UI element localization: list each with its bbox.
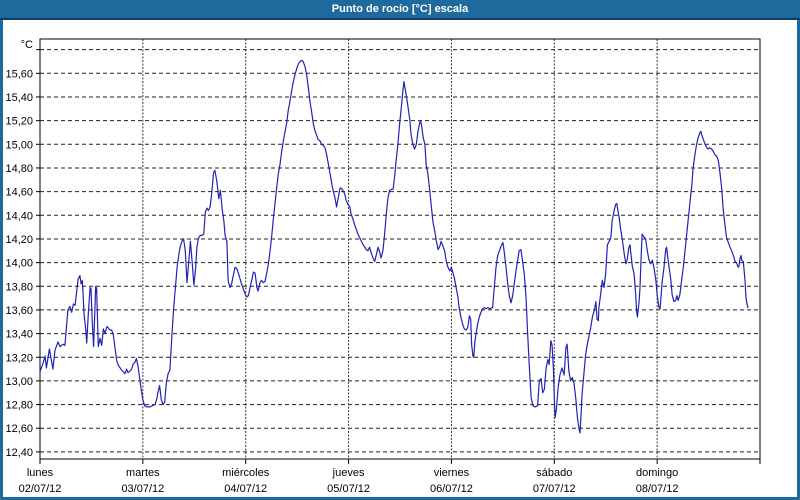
y-axis-label: 15,20 — [5, 116, 33, 128]
y-axis-label: 13,60 — [5, 305, 33, 317]
chart-area: 15,60 15,40 15,20 15,00 14,80 14,60 14,40 14,20… — [3, 20, 797, 497]
x-axis-day-name: martes — [126, 467, 160, 479]
x-axis-day-date: 03/07/12 — [121, 483, 164, 495]
x-axis-day-name: miércoles — [222, 467, 270, 479]
x-axis-day-name: viernes — [434, 467, 470, 479]
y-axis-label: 14,80 — [5, 163, 33, 175]
y-axis-label: 13,00 — [5, 376, 33, 388]
y-axis-label: 14,00 — [5, 258, 33, 270]
y-axis-label: 14,60 — [5, 187, 33, 199]
x-axis-day-date: 02/07/12 — [19, 483, 62, 495]
x-axis-day-date: 04/07/12 — [224, 483, 267, 495]
y-axis-label: 12,40 — [5, 447, 33, 459]
x-axis-day-name: jueves — [332, 467, 365, 479]
y-axis-label: 15,40 — [5, 92, 33, 104]
y-axis-unit: °C — [21, 39, 33, 51]
y-axis-label: 13,20 — [5, 352, 33, 364]
y-axis-label: 12,60 — [5, 423, 33, 435]
x-axis-day-name: sábado — [536, 467, 572, 479]
y-axis-label: 13,80 — [5, 281, 33, 293]
y-axis-label: 15,60 — [5, 68, 33, 80]
y-axis-label: 13,40 — [5, 329, 33, 341]
x-axis-day-name: lunes — [27, 467, 54, 479]
x-axis-day-date: 07/07/12 — [533, 483, 576, 495]
plot-border — [39, 38, 761, 460]
y-axis-label: 14,20 — [5, 234, 33, 246]
x-axis-day-date: 05/07/12 — [327, 483, 370, 495]
temperature-line — [39, 59, 749, 434]
x-axis-day-date: 06/07/12 — [430, 483, 473, 495]
title-bar: Punto de rocío [°C] escala — [0, 0, 800, 20]
y-axis-label: 15,00 — [5, 139, 33, 151]
page-title: Punto de rocío [°C] escala — [331, 3, 469, 15]
x-axis-day-name: domingo — [636, 467, 678, 479]
y-axis-label: 12,80 — [5, 400, 33, 412]
dew-point-chart: 15,60 15,40 15,20 15,00 14,80 14,60 14,40 14,20… — [5, 38, 761, 495]
y-axis-label: 14,40 — [5, 210, 33, 222]
x-axis-day-date: 08/07/12 — [636, 483, 679, 495]
